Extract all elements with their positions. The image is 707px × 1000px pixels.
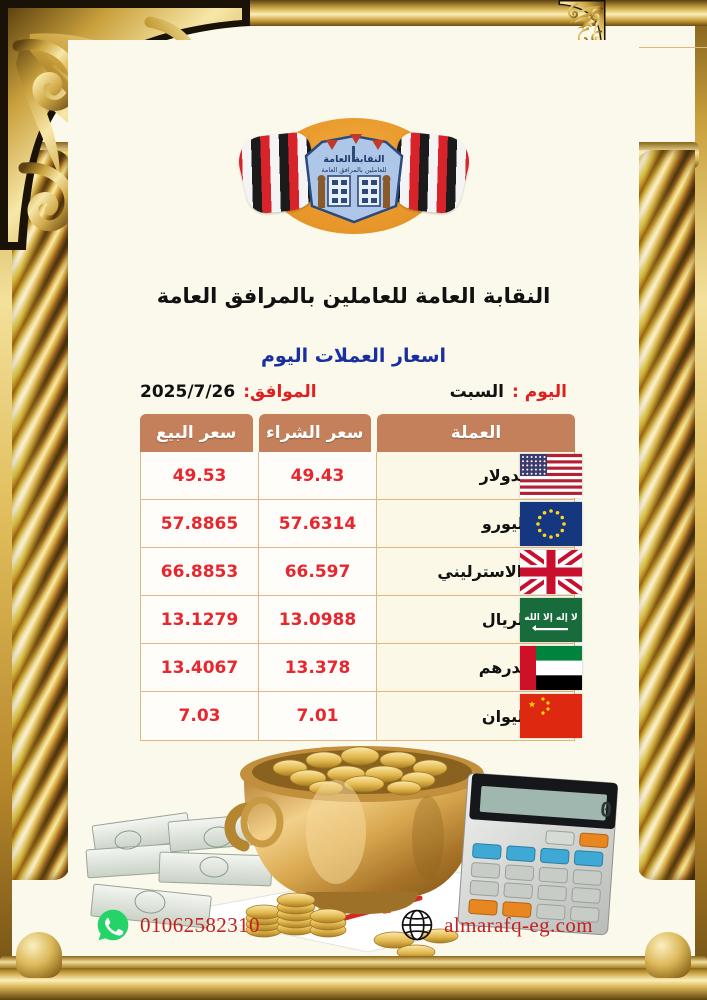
eu-flag (520, 502, 582, 546)
table-row: الدولار 49.43 49.53 (141, 452, 582, 500)
cell-buy-price: 57.6314 (258, 500, 376, 547)
cell-currency: الدولار (376, 452, 582, 499)
cell-currency: الدرهم (376, 644, 582, 691)
table-row: الجنية الاسترليني 66.597 66.8853 (141, 548, 582, 596)
currency-label: الدرهم (478, 658, 533, 677)
currency-label: اليورو (481, 514, 530, 533)
cell-sell-price: 13.4067 (141, 644, 258, 691)
uk-flag (520, 550, 582, 594)
svg-text:لا إله إلا الله: لا إله إلا الله (524, 613, 577, 623)
cell-sell-price: 7.03 (141, 692, 258, 740)
table-header-row: العملة سعر الشراء سعر البيع (140, 414, 575, 452)
globe-icon[interactable] (400, 908, 434, 942)
cell-buy-price: 7.01 (258, 692, 376, 740)
subtitle-currency-rates: اسعار العملات اليوم (260, 345, 447, 367)
table-row: اليوان 7.01 7.03 (141, 692, 582, 740)
us-flag (520, 454, 582, 498)
currency-label: اليوان (481, 706, 530, 726)
gold-rope-column-right (637, 150, 695, 880)
sa-flag: لا إله إلا الله (520, 598, 582, 642)
cell-buy-price: 13.0988 (258, 596, 376, 643)
day-group: اليوم : السبت (450, 382, 567, 402)
day-value: السبت (449, 382, 505, 402)
whatsapp-icon[interactable] (96, 908, 130, 942)
content-sheet: النقابة العامة للعاملين بالمرافق العامة … (68, 40, 639, 964)
frame-finial-right (645, 932, 691, 978)
table-row: اليورو 57.6314 57.8865 (141, 500, 582, 548)
column-header-currency: العملة (377, 414, 575, 452)
date-label: الموافق: (243, 382, 317, 402)
website-url[interactable]: almarafq-eg.com (444, 912, 593, 937)
svg-text:للعاملين بالمرافق العامة: للعاملين بالمرافق العامة (321, 166, 386, 174)
table-body: الدولار 49.43 49.53 اليورو 57.6314 57.88… (140, 452, 582, 741)
corner-filigree-top-right (457, 0, 707, 48)
cell-sell-price: 57.8865 (141, 500, 258, 547)
logo: النقابة العامة للعاملين بالمرافق العامة (231, 118, 476, 238)
frame-finial-left (16, 932, 62, 978)
footer-contact-bar: 01062582310 almarafq-eg.com (68, 902, 639, 948)
whatsapp-contact[interactable]: 01062582310 (96, 908, 260, 942)
frame-bottom-band (0, 956, 707, 1000)
website-contact[interactable]: almarafq-eg.com (400, 908, 593, 942)
ae-flag (520, 646, 582, 690)
organization-title: النقابة العامة للعاملين بالمرافق العامة (156, 284, 551, 308)
day-date-row: اليوم : السبت الموافق: 2025/7/26 (140, 378, 567, 406)
cell-currency: اليوان (376, 692, 582, 740)
currency-rates-table: العملة سعر الشراء سعر البيع الدولار 49.4… (140, 414, 582, 741)
cell-sell-price: 13.1279 (141, 596, 258, 643)
cell-buy-price: 49.43 (258, 452, 376, 499)
date-value: 2025/7/26 (140, 382, 236, 402)
currency-label: الدولار (479, 466, 532, 485)
column-header-buy-price: سعر الشراء (258, 414, 371, 452)
date-group: الموافق: 2025/7/26 (140, 382, 317, 402)
day-label: اليوم : (512, 382, 567, 402)
artwork-money-illustration: 0 (68, 716, 639, 956)
column-header-sell-price: سعر البيع (140, 414, 253, 452)
cell-buy-price: 13.378 (258, 644, 376, 691)
cell-currency: الجنية الاسترليني (376, 548, 582, 595)
cell-sell-price: 49.53 (141, 452, 258, 499)
currency-label: الريال (481, 610, 530, 629)
table-row: الدرهم 13.378 13.4067 (141, 644, 582, 692)
svg-text:0: 0 (599, 797, 613, 822)
cell-buy-price: 66.597 (258, 548, 376, 595)
cn-flag (520, 694, 582, 738)
cell-currency: اليورو (376, 500, 582, 547)
cell-sell-price: 66.8853 (141, 548, 258, 595)
table-row: الريال لا إله إلا الله 13.0988 13.1279 (141, 596, 582, 644)
phone-number[interactable]: 01062582310 (140, 912, 260, 937)
union-emblem-icon: النقابة العامة للعاملين بالمرافق العامة (304, 134, 403, 224)
gold-rope-column-left (12, 150, 70, 880)
svg-text:النقابة العامة: النقابة العامة (323, 154, 384, 165)
cell-currency: الريال لا إله إلا الله (376, 596, 582, 643)
